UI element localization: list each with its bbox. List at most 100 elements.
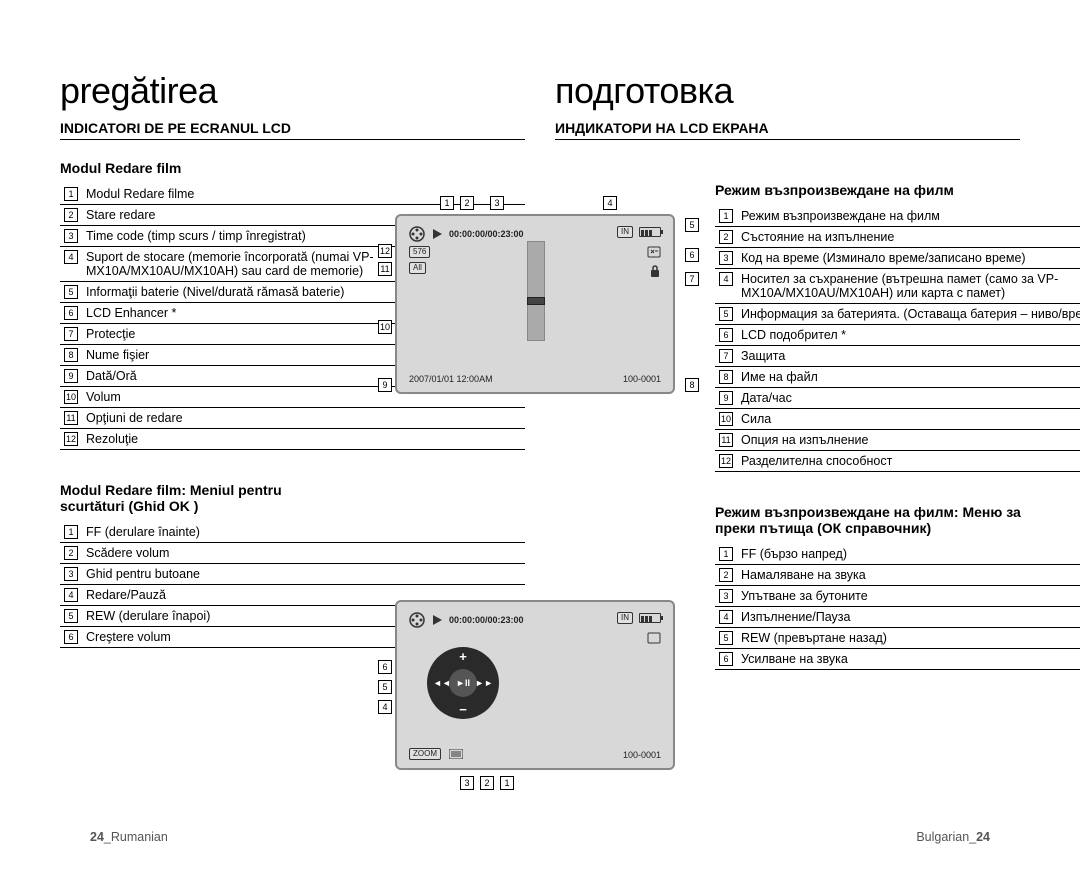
page-title-right: подготовка bbox=[555, 70, 1020, 112]
legend-row: 8Име на файл bbox=[715, 367, 1080, 388]
lcd-resolution: 576 bbox=[409, 246, 430, 258]
lcd-datetime: 2007/01/01 12:00AM bbox=[409, 374, 493, 384]
legend-text: FF (бързо напред) bbox=[737, 544, 1080, 565]
callout-4: 4 bbox=[603, 196, 617, 210]
callout-9: 9 bbox=[378, 378, 392, 392]
legend-row: 2Състояние на изпълнение bbox=[715, 227, 1080, 248]
legend-text: FF (derulare înainte) bbox=[82, 522, 525, 543]
legend-row: 7Защита bbox=[715, 346, 1080, 367]
legend-text: Информация за батерията. (Оставаща батер… bbox=[737, 304, 1080, 325]
lcd-filename: 100-0001 bbox=[623, 374, 661, 384]
legend-row: 9Дата/час bbox=[715, 388, 1080, 409]
callout2-6: 6 bbox=[378, 660, 392, 674]
legend-text: Намаляване на звука bbox=[737, 565, 1080, 586]
callout-6: 6 bbox=[685, 248, 699, 262]
legend-table-right-2: 1FF (бързо напред)2Намаляване на звука3У… bbox=[715, 544, 1080, 670]
callout-7: 7 bbox=[685, 272, 699, 286]
lcd-enhancer-icon bbox=[647, 246, 661, 258]
legend-text: Защита bbox=[737, 346, 1080, 367]
legend-text: Усилване на звука bbox=[737, 649, 1080, 670]
legend-row: 12Rezoluţie bbox=[60, 429, 525, 450]
legend-text: Дата/час bbox=[737, 388, 1080, 409]
callout2-5: 5 bbox=[378, 680, 392, 694]
legend-text: Режим възпроизвеждане на филм bbox=[737, 206, 1080, 227]
legend-text: Scădere volum bbox=[82, 543, 525, 564]
legend-row: 6LCD подобрител * bbox=[715, 325, 1080, 346]
legend-row: 4Изпълнение/Пауза bbox=[715, 607, 1080, 628]
list-icon bbox=[449, 749, 463, 759]
legend-text: Opţiuni de redare bbox=[82, 408, 525, 429]
legend-row: 10Сила bbox=[715, 409, 1080, 430]
legend-row: 5REW (превъртане назад) bbox=[715, 628, 1080, 649]
legend-text: Сила bbox=[737, 409, 1080, 430]
callout2-4: 4 bbox=[378, 700, 392, 714]
page-footer-left: 24_Rumanian bbox=[90, 830, 168, 844]
legend-text: Състояние на изпълнение bbox=[737, 227, 1080, 248]
legend-row: 1FF (бързо напред) bbox=[715, 544, 1080, 565]
volume-slider bbox=[527, 241, 545, 341]
legend-text: Упътване за бутоните bbox=[737, 586, 1080, 607]
legend-row: 1Modul Redare filme bbox=[60, 184, 525, 205]
legend-table-right-1: 1Режим възпроизвеждане на филм2Състояние… bbox=[715, 206, 1080, 472]
page-footer-right: Bulgarian_24 bbox=[916, 830, 990, 844]
legend-text: Опция на изпълнение bbox=[737, 430, 1080, 451]
lcd-timecode: 00:00:00/00:23:00 bbox=[449, 229, 524, 239]
callout-8: 8 bbox=[685, 378, 699, 392]
legend-row: 1FF (derulare înainte) bbox=[60, 522, 525, 543]
lcd-enhancer-icon bbox=[647, 632, 661, 644]
legend-row: 12Разделителна способност bbox=[715, 451, 1080, 472]
callout2-2: 2 bbox=[480, 776, 494, 790]
legend-row: 1Режим възпроизвеждане на филм bbox=[715, 206, 1080, 227]
legend-text: Modul Redare filme bbox=[82, 184, 525, 205]
ok-guide-pad: + − ◄◄ ►► ►II bbox=[427, 647, 499, 719]
section-heading-left: INDICATORI DE PE ECRANUL LCD bbox=[60, 120, 525, 140]
subsection1-title-left: Modul Redare film bbox=[60, 160, 525, 176]
lcd-diagram-1: 00:00:00/00:23:00 IN 576 All 2007/01/01 … bbox=[395, 214, 675, 394]
movie-reel-icon bbox=[409, 226, 425, 242]
legend-row: 11Opţiuni de redare bbox=[60, 408, 525, 429]
callout-11: 11 bbox=[378, 262, 392, 276]
legend-text: Код на време (Изминало време/записано вр… bbox=[737, 248, 1080, 269]
lcd-timecode: 00:00:00/00:23:00 bbox=[449, 615, 524, 625]
legend-text: Име на файл bbox=[737, 367, 1080, 388]
legend-text: REW (превъртане назад) bbox=[737, 628, 1080, 649]
legend-row: 2Намаляване на звука bbox=[715, 565, 1080, 586]
lcd-diagram-2: 00:00:00/00:23:00 IN + − ◄◄ ►► ►II ZOOM … bbox=[395, 600, 675, 770]
callout-1: 1 bbox=[440, 196, 454, 210]
legend-text: LCD подобрител * bbox=[737, 325, 1080, 346]
play-icon bbox=[431, 614, 443, 626]
movie-reel-icon bbox=[409, 612, 425, 628]
legend-text: Носител за съхранение (вътрешна памет (с… bbox=[737, 269, 1080, 304]
subsection2-title-right: Режим възпроизвеждане на филм: Меню за п… bbox=[715, 504, 1035, 536]
battery-icon bbox=[639, 613, 661, 623]
legend-row: 3Упътване за бутоните bbox=[715, 586, 1080, 607]
lcd-zoom: ZOOM bbox=[409, 748, 441, 760]
legend-text: Ghid pentru butoane bbox=[82, 564, 525, 585]
legend-row: 2Scădere volum bbox=[60, 543, 525, 564]
legend-row: 3Код на време (Изминало време/записано в… bbox=[715, 248, 1080, 269]
callout-10: 10 bbox=[378, 320, 392, 334]
play-icon bbox=[431, 228, 443, 240]
lcd-storage-icon: IN bbox=[617, 612, 633, 624]
callout-2: 2 bbox=[460, 196, 474, 210]
subsection1-title-right: Режим възпроизвеждане на филм bbox=[715, 182, 1020, 198]
legend-text: Изпълнение/Пауза bbox=[737, 607, 1080, 628]
page-title-left: pregătirea bbox=[60, 70, 525, 112]
lcd-storage-icon: IN bbox=[617, 226, 633, 238]
legend-row: 6Усилване на звука bbox=[715, 649, 1080, 670]
callout-12: 12 bbox=[378, 244, 392, 258]
legend-text: Rezoluţie bbox=[82, 429, 525, 450]
callout2-1: 1 bbox=[500, 776, 514, 790]
battery-icon bbox=[639, 227, 661, 237]
callout-5: 5 bbox=[685, 218, 699, 232]
lcd-playoption: All bbox=[409, 262, 426, 274]
callout-3: 3 bbox=[490, 196, 504, 210]
subsection2-title-left: Modul Redare film: Meniul pentru scurtăt… bbox=[60, 482, 320, 514]
legend-row: 5Информация за батерията. (Оставаща бате… bbox=[715, 304, 1080, 325]
legend-row: 3Ghid pentru butoane bbox=[60, 564, 525, 585]
section-heading-right: ИНДИКАТОРИ НА LCD ЕКРАНА bbox=[555, 120, 1020, 140]
callout2-3: 3 bbox=[460, 776, 474, 790]
lcd-filename: 100-0001 bbox=[623, 750, 661, 760]
legend-text: Разделителна способност bbox=[737, 451, 1080, 472]
legend-row: 4Носител за съхранение (вътрешна памет (… bbox=[715, 269, 1080, 304]
